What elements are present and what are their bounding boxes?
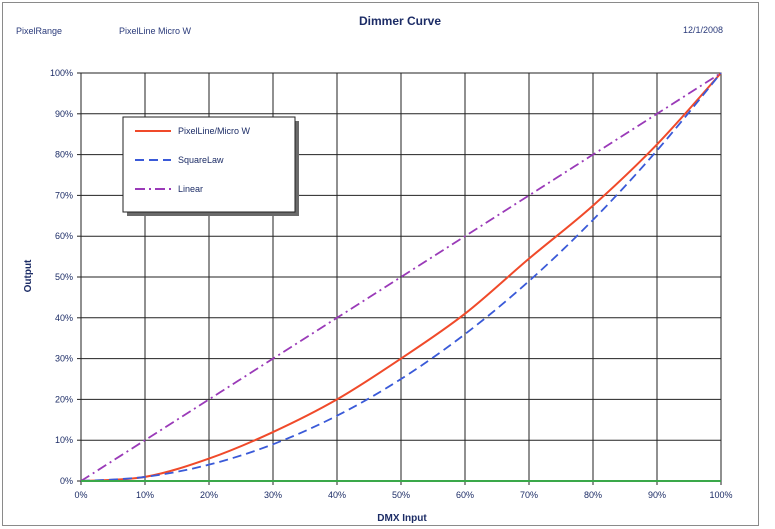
x-tick-label: 50% (392, 490, 410, 500)
legend-label: PixelLine/Micro W (178, 126, 251, 136)
chart-title: Dimmer Curve (358, 14, 442, 28)
series-lines (80, 72, 722, 482)
series-line-squarelaw (80, 72, 722, 482)
y-tick-label: 0% (60, 476, 73, 486)
x-tick-label: 60% (456, 490, 474, 500)
x-tick-label: 20% (200, 490, 218, 500)
legend-label: SquareLaw (178, 155, 224, 165)
y-tick-label: 50% (55, 272, 73, 282)
axis-ticks: 0% 10% 20% 30% 40% 50% 60% 70% 80% 90% 100% 0% 10% 20… (50, 68, 733, 500)
y-tick-label: 60% (55, 231, 73, 241)
y-axis-label: Output (23, 259, 34, 292)
y-tick-label: 10% (55, 435, 73, 445)
x-tick-label: 40% (328, 490, 346, 500)
y-tick-label: 90% (55, 109, 73, 119)
x-tick-label: 80% (584, 490, 602, 500)
x-tick-label: 100% (709, 490, 732, 500)
y-tick-label: 40% (55, 313, 73, 323)
brand-label: PixelRange (16, 26, 63, 36)
y-tick-label: 30% (55, 354, 73, 364)
product-label: PixelLine Micro W (119, 26, 192, 36)
legend: PixelLine/Micro W SquareLaw Linear (122, 116, 299, 216)
series-line-linear (80, 72, 722, 482)
x-axis-label: DMX Input (377, 513, 427, 524)
x-tick-label: 10% (136, 490, 154, 500)
x-tick-label: 70% (520, 490, 538, 500)
date-label: 12/1/2008 (683, 25, 724, 35)
y-tick-label: 70% (55, 190, 73, 200)
y-tick-label: 20% (55, 394, 73, 404)
x-tick-label: 90% (648, 490, 666, 500)
y-tick-label: 80% (55, 150, 73, 160)
x-tick-label: 30% (264, 490, 282, 500)
series-line-pixelline-micro-w (80, 72, 722, 482)
legend-box (122, 116, 296, 213)
x-tick-label: 0% (74, 490, 87, 500)
legend-label: Linear (178, 184, 203, 194)
y-tick-label: 100% (50, 68, 73, 78)
